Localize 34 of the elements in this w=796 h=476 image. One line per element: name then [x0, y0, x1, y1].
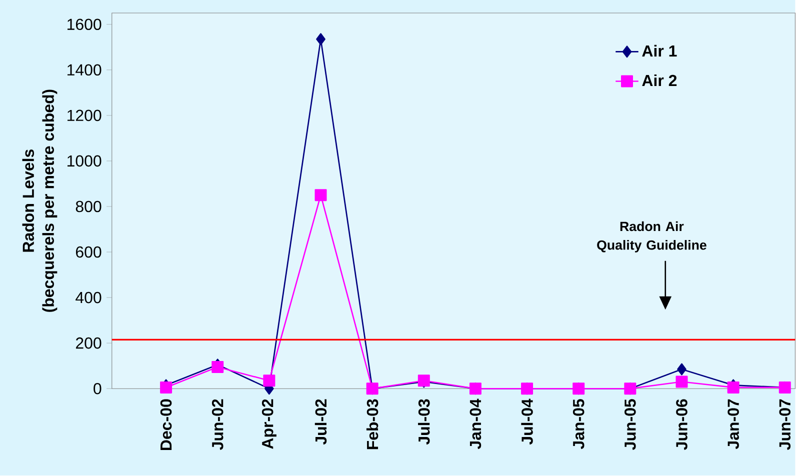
annotation: Radon Air Quality Guideline: [597, 222, 706, 253]
x-tick-label: Jul-04: [521, 398, 533, 445]
y-tick-label: 1600: [68, 18, 102, 30]
point: [212, 361, 224, 374]
point: [316, 33, 326, 46]
x-tick-label: Dec-00: [160, 400, 172, 450]
x-tick-label: Jun-06: [676, 399, 688, 450]
x-tick-label: Feb-03: [366, 399, 378, 450]
y-tick-label: 400: [76, 292, 102, 304]
legend-label: Air 2: [642, 74, 677, 86]
point: [160, 382, 172, 394]
point: [676, 376, 688, 388]
x-tick-label: Jan-04: [470, 398, 482, 450]
point: [677, 364, 686, 376]
x-tick-label: Jul-03: [418, 399, 430, 445]
x-tick-label: Jun-05: [624, 399, 636, 450]
y-tick-label: 1400: [68, 64, 102, 76]
x-tick-label: Jan-07: [728, 400, 739, 450]
point: [314, 189, 327, 202]
y-tick-label: 800: [76, 201, 102, 212]
y-axis-title: Radon Levels (becquerels per metre cubed): [22, 90, 58, 312]
legend-label: Air 1: [642, 45, 677, 57]
y-tick-label: 0: [94, 383, 102, 394]
y-tick-label: 1000: [68, 156, 102, 167]
x-tick-label: Jul-02: [314, 400, 327, 445]
x-tick-label: Jun-07: [779, 400, 791, 450]
x-tick-label: Apr-02: [262, 400, 276, 450]
y-tick-label: 200: [76, 338, 102, 349]
x-tick-label: Jun-02: [212, 400, 224, 450]
point: [727, 382, 740, 394]
x-tick-label: Jan-05: [572, 399, 584, 450]
y-tick-label: 600: [76, 246, 102, 258]
point: [263, 374, 276, 387]
y-tick-label: 1200: [68, 110, 102, 122]
